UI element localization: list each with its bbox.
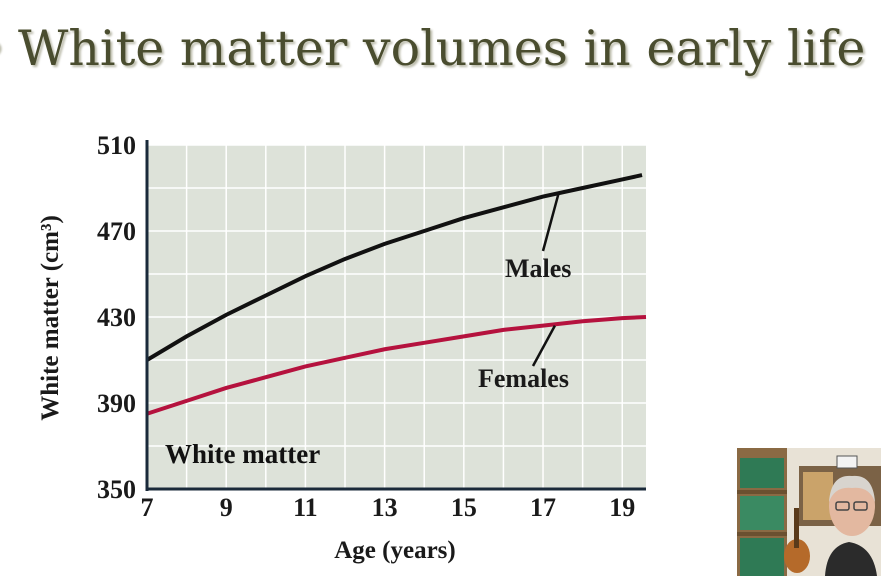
- x-tick-label: 9: [220, 493, 233, 522]
- slide-title: • White matter volumes in early life: [0, 14, 881, 84]
- x-tick-label: 11: [293, 493, 318, 522]
- y-tick-label: 430: [97, 303, 136, 332]
- title-bullet: •: [0, 14, 7, 84]
- females-label: Females: [478, 364, 569, 393]
- y-axis-label: White matter (cm³): [37, 215, 64, 421]
- title-text: White matter volumes in early life: [18, 20, 866, 77]
- gridlines: [147, 144, 646, 489]
- y-tick-label: 510: [97, 131, 136, 160]
- y-tick-label: 350: [97, 475, 136, 504]
- y-tick-label: 470: [97, 217, 136, 246]
- x-tick-label: 7: [141, 493, 154, 522]
- presenter-webcam: [737, 448, 881, 576]
- females-leader-line: [531, 325, 557, 367]
- x-tick-label: 15: [451, 493, 477, 522]
- panel-label: White matter: [165, 439, 320, 469]
- males-leader-line: [541, 191, 561, 252]
- x-axis-label: Age (years): [334, 537, 455, 564]
- y-tick-label: 390: [97, 389, 136, 418]
- y-tick-labels: 350 390 430 470 510: [97, 131, 136, 504]
- x-tick-label: 19: [609, 493, 635, 522]
- males-label: Males: [505, 254, 571, 283]
- x-tick-label: 13: [372, 493, 398, 522]
- males-line: [145, 173, 643, 362]
- females-line: [146, 315, 647, 416]
- x-tick-label: 17: [530, 493, 556, 522]
- x-tick-labels: 7 9 11 13 15 17 19: [141, 493, 636, 522]
